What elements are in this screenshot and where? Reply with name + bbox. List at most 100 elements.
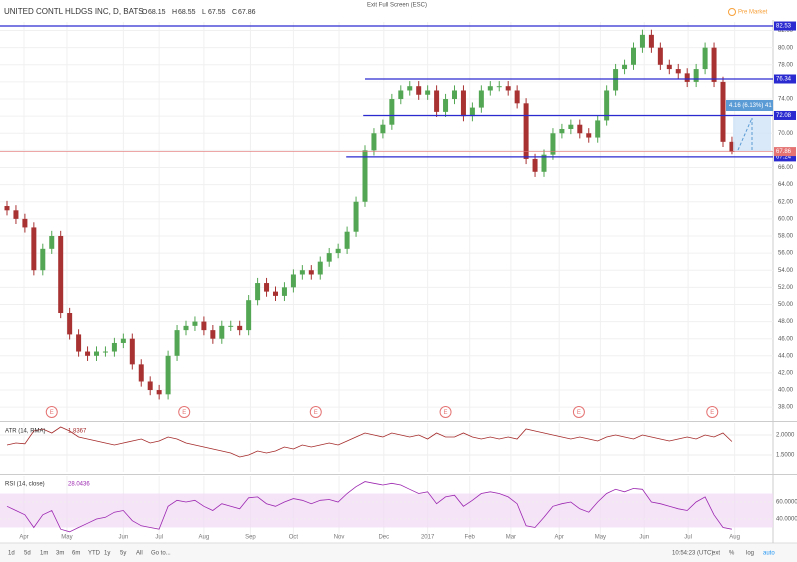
- earnings-label: E: [444, 410, 448, 416]
- candle-body: [371, 133, 377, 151]
- option-button[interactable]: auto: [763, 551, 775, 557]
- range-button[interactable]: 1y: [104, 551, 110, 557]
- candle-body: [40, 248, 46, 271]
- candle-body: [577, 124, 583, 134]
- y-tick-label: 42.00: [778, 371, 794, 377]
- candle-body: [201, 321, 207, 331]
- candle-body: [156, 390, 162, 395]
- exit-fullscreen[interactable]: Exit Full Screen (ESC): [367, 3, 427, 9]
- candle-body: [648, 34, 654, 48]
- last-price-tag: [774, 147, 796, 157]
- candle-body: [452, 90, 457, 100]
- candle-body: [675, 69, 681, 74]
- candle-body: [228, 325, 234, 327]
- candle-body: [541, 154, 547, 172]
- level-label: 72.08: [776, 113, 792, 119]
- range-button[interactable]: Go to...: [151, 551, 171, 557]
- level-label: 67.24: [776, 154, 792, 160]
- earnings-label: E: [710, 410, 714, 416]
- candle-body: [255, 283, 261, 301]
- candle-body: [720, 81, 726, 142]
- candle-body: [532, 158, 538, 172]
- candle-body: [711, 47, 717, 82]
- candle-body: [335, 248, 341, 254]
- y-tick-label: 66.00: [778, 165, 794, 171]
- earnings-marker[interactable]: [178, 406, 191, 418]
- x-tick-label: Mar: [506, 535, 516, 541]
- range-button[interactable]: 6m: [72, 551, 80, 557]
- candle-body: [613, 69, 619, 91]
- candle-body: [729, 141, 735, 152]
- band: [0, 493, 773, 528]
- x-tick-label: Sep: [245, 535, 256, 541]
- range-button[interactable]: 5y: [120, 551, 126, 557]
- x-tick-label: Jun: [119, 535, 129, 541]
- y-tick-label: 40.00: [778, 388, 794, 394]
- option-button[interactable]: log: [746, 551, 754, 557]
- indicator-current: 1.8367: [68, 429, 87, 435]
- candle-body: [505, 86, 511, 91]
- candle-body: [389, 99, 395, 125]
- candle-body: [85, 351, 91, 356]
- y-tick-label: 54.00: [778, 268, 794, 274]
- candle-body: [138, 364, 144, 382]
- candle-body: [434, 90, 440, 112]
- earnings-marker[interactable]: [45, 406, 58, 418]
- candle-body: [443, 99, 449, 112]
- indicator-line: [6, 481, 732, 533]
- y-tick-label: 58.00: [778, 234, 794, 240]
- range-button[interactable]: 1m: [40, 551, 48, 557]
- candle-body: [308, 270, 314, 275]
- candle-body: [568, 124, 574, 129]
- level-label: 82.53: [776, 24, 792, 30]
- candle-body: [4, 206, 10, 211]
- y-tick-label: 70.00: [778, 131, 794, 137]
- candle-body: [31, 227, 37, 271]
- x-tick-label: Aug: [729, 535, 740, 541]
- range-button[interactable]: 1d: [8, 551, 15, 557]
- range-button[interactable]: All: [136, 551, 143, 557]
- earnings-marker[interactable]: [309, 406, 322, 418]
- candle-body: [425, 90, 431, 95]
- candle-body: [496, 86, 502, 88]
- y-tick-label: 60.00: [778, 216, 794, 222]
- x-tick-label: Apr: [19, 535, 28, 541]
- y-tick-label: 2.0000: [776, 433, 795, 439]
- candle-body: [487, 86, 493, 91]
- range-button[interactable]: 5d: [24, 551, 31, 557]
- status: Pre Market: [738, 10, 768, 16]
- option-button[interactable]: ext: [712, 551, 720, 557]
- y-tick-label: 78.00: [778, 62, 794, 68]
- candle-body: [299, 270, 305, 275]
- candle-body: [380, 124, 386, 134]
- candle-body: [514, 90, 520, 104]
- candle-body: [192, 321, 198, 326]
- y-tick-label: 50.00: [778, 302, 794, 308]
- x-tick-label: Apr: [555, 535, 564, 541]
- candle-body: [639, 34, 645, 48]
- range-button[interactable]: YTD: [88, 551, 101, 557]
- y-tick-label: 48.00: [778, 319, 794, 325]
- y-tick-label: 46.00: [778, 336, 794, 342]
- earnings-marker[interactable]: [572, 406, 585, 418]
- range-button[interactable]: 3m: [56, 551, 64, 557]
- earnings-label: E: [577, 410, 581, 416]
- candle-body: [273, 291, 278, 296]
- option-button[interactable]: %: [729, 551, 735, 557]
- candle-body: [344, 231, 350, 249]
- x-tick-label: Jul: [155, 535, 163, 541]
- candle-body: [407, 86, 413, 91]
- x-tick-label: Feb: [465, 535, 476, 541]
- candle-body: [362, 150, 368, 202]
- candle-body: [631, 47, 636, 65]
- earnings-marker[interactable]: [706, 406, 719, 418]
- level-label: 76.34: [776, 77, 792, 83]
- ohlc-value: 68.15: [148, 9, 166, 16]
- candle-body: [120, 338, 126, 343]
- x-tick-label: May: [61, 535, 72, 541]
- candle-body: [353, 201, 359, 232]
- candle-body: [416, 86, 422, 95]
- indicator-line: [6, 426, 733, 458]
- ohlc-key: O: [142, 9, 148, 16]
- earnings-marker[interactable]: [439, 406, 452, 418]
